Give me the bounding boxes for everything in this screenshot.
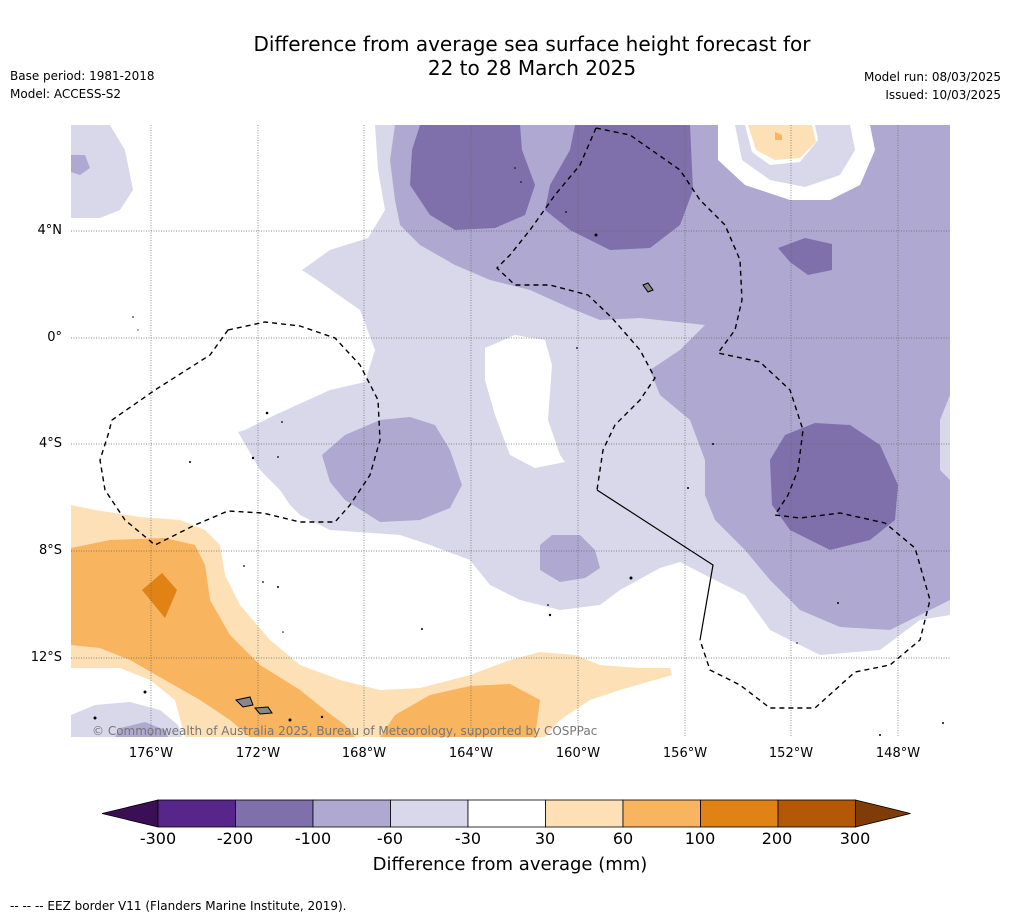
colorbar-tick-7: 100 <box>684 829 716 848</box>
field-dark-lavender-1 <box>410 125 535 230</box>
field-orange-sw <box>71 538 355 737</box>
meta-right: Model run: 08/03/2025 Issued: 10/03/2025 <box>864 68 1001 104</box>
colorbar-tick-2: -100 <box>294 829 332 848</box>
colorbar-tick-9: 300 <box>839 829 871 848</box>
lat-label-4n: 4°N <box>37 223 63 238</box>
colorbar-segment-9 <box>777 799 856 828</box>
field-medium-lavender-island2 <box>540 535 600 582</box>
meta-left: Base period: 1981-2018 Model: ACCESS-S2 <box>10 67 155 103</box>
colorbar-segment-2 <box>235 799 314 828</box>
lon-label-152w: 152°W <box>768 746 814 761</box>
colorbar-segment-8 <box>700 799 779 828</box>
colorbar-tick-8: 200 <box>761 829 793 848</box>
colorbar-tick-3: -60 <box>376 829 404 848</box>
lon-label-156w: 156°W <box>662 746 708 761</box>
field-medium-lavender-island1 <box>322 417 462 522</box>
field-dark-lavender-3 <box>778 238 832 275</box>
model-run: Model run: 08/03/2025 <box>863 70 1001 84</box>
lon-label-172w: 172°W <box>235 746 281 761</box>
lon-label-176w: 176°W <box>128 746 174 761</box>
field-pale-orange-ne <box>748 125 816 160</box>
lon-label-164w: 164°W <box>448 746 494 761</box>
lon-label-148w: 148°W <box>875 746 921 761</box>
colorbar-extend-low <box>101 799 159 828</box>
eez-footnote: -- -- -- EEZ border V11 (Flanders Marine… <box>10 899 347 913</box>
colorbar-tick-4: -30 <box>454 829 482 848</box>
colorbar-segment-6 <box>545 799 624 828</box>
field-white-center <box>485 335 565 468</box>
colorbar-segment-1 <box>157 799 236 828</box>
colorbar-tick-6: 60 <box>612 829 634 848</box>
colorbar-segment-7 <box>622 799 701 828</box>
field-dark-lavender-2 <box>545 125 693 250</box>
lon-label-168w: 168°W <box>341 746 387 761</box>
colorbar-extend-high <box>855 799 911 828</box>
graticule <box>71 125 950 737</box>
lon-label-160w: 160°W <box>555 746 601 761</box>
lat-label-4s: 4°S <box>38 436 62 451</box>
colorbar-tick-0: -300 <box>139 829 177 848</box>
colorbar-segment-4 <box>390 799 469 828</box>
issued-date: Issued: 10/03/2025 <box>885 88 1001 102</box>
map-title: Difference from average sea surface heig… <box>0 32 1011 80</box>
colorbar-segment-5 <box>467 799 546 828</box>
field-medium-lavender-nw <box>71 155 90 175</box>
colorbar-title: Difference from average (mm) <box>372 854 648 875</box>
eez-borders <box>99 127 931 709</box>
atolls <box>93 167 944 736</box>
colorbar-segment-3 <box>312 799 391 828</box>
field-orange-ne-dot <box>775 132 782 140</box>
solid-border <box>596 489 714 641</box>
lat-label-0: 0° <box>47 330 62 345</box>
copyright-notice: © Commonwealth of Australia 2025, Bureau… <box>92 724 598 738</box>
field-orange-s <box>380 684 540 737</box>
map-field <box>71 125 950 737</box>
lat-label-12s: 12°S <box>30 650 62 665</box>
colorbar-tick-5: 30 <box>534 829 556 848</box>
colorbar-tick-1: -200 <box>216 829 254 848</box>
field-lavender-sw3 <box>115 722 168 737</box>
model-name: Model: ACCESS-S2 <box>10 87 122 101</box>
base-period: Base period: 1981-2018 <box>10 69 155 83</box>
title-line-1: Difference from average sea surface heig… <box>253 32 811 56</box>
field-light-lavender-nw <box>71 125 133 218</box>
field-dark-orange-sw <box>142 573 177 618</box>
lat-label-8s: 8°S <box>38 543 62 558</box>
islands <box>234 282 654 715</box>
title-line-2: 22 to 28 March 2025 <box>427 56 637 80</box>
